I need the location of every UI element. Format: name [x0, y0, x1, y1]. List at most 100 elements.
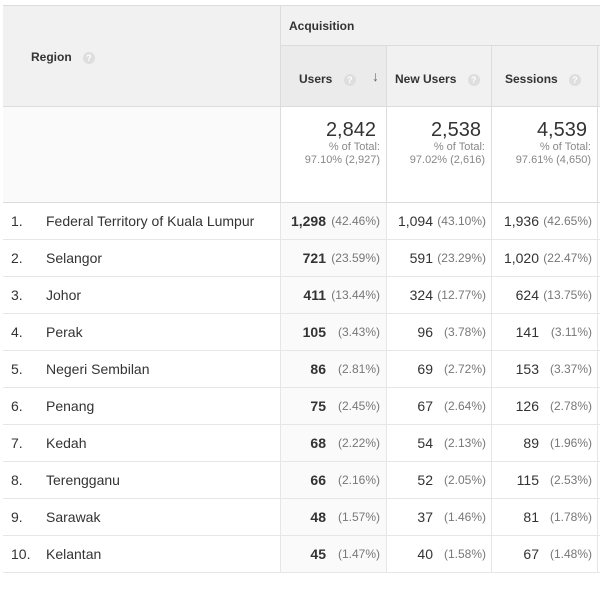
sessions-percent: (1.48%) [549, 547, 592, 561]
new-users-percent: (23.29%) [437, 251, 486, 265]
sort-descending-icon[interactable]: ↓ [372, 68, 379, 84]
next-column-edge [597, 388, 600, 424]
table-row: 4. Perak 105 (3.43%) 96 (3.78%) 141 (3.11%) [3, 314, 600, 351]
new-users-percent: (3.78%) [443, 325, 486, 339]
new-users-percent: (12.77%) [437, 288, 486, 302]
table-row: 10. Kelantan 45 (1.47%) 40 (1.58%) 67 (1.48%) [3, 536, 600, 573]
next-column-edge [597, 425, 600, 461]
help-icon[interactable]: ? [569, 73, 582, 86]
row-index: 6. [11, 398, 23, 414]
sessions-cell: 624 (13.75%) [491, 277, 597, 313]
next-column-edge [597, 499, 600, 535]
region-header-label: Region ? [31, 50, 96, 64]
row-index: 3. [11, 287, 23, 303]
new-users-cell: 40 (1.58%) [386, 536, 491, 572]
sessions-cell: 1,936 (42.65%) [491, 203, 597, 239]
users-total-detail: 97.10% (2,927) [304, 154, 380, 166]
region-link[interactable]: Kedah [46, 435, 87, 451]
sessions-value: 153 [515, 361, 539, 377]
next-column-edge [597, 203, 600, 239]
help-icon[interactable]: ? [343, 73, 356, 86]
region-link[interactable]: Federal Territory of Kuala Lumpur [46, 213, 255, 229]
new-users-percent: (1.46%) [443, 510, 486, 524]
users-cell: 68 (2.22%) [280, 425, 386, 461]
help-icon[interactable]: ? [467, 73, 480, 86]
new-users-header-label: New Users ? [395, 72, 480, 86]
new-users-cell: 52 (2.05%) [386, 462, 491, 498]
acquisition-group-header: Acquisition [280, 6, 600, 46]
users-percent: (1.57%) [337, 510, 380, 524]
new-users-cell: 69 (2.72%) [386, 351, 491, 387]
sessions-value: 89 [523, 435, 539, 451]
sessions-total-cell: 4,539 % of Total: 97.61% (4,650) [491, 107, 597, 202]
sessions-percent: (3.37%) [549, 362, 592, 376]
table-header: Region ? Acquisition Users ? ↓ New Users… [3, 5, 600, 107]
new-users-value: 96 [417, 324, 433, 340]
table-row: 9. Sarawak 48 (1.57%) 37 (1.46%) 81 (1.78%) [3, 499, 600, 536]
users-cell: 721 (23.59%) [280, 240, 386, 276]
region-report-table: Region ? Acquisition Users ? ↓ New Users… [3, 5, 600, 577]
new-users-value: 69 [417, 361, 433, 377]
users-cell: 45 (1.47%) [280, 536, 386, 572]
new-users-total-label: % of Total: [433, 141, 485, 153]
sessions-value: 67 [523, 546, 539, 562]
region-link[interactable]: Perak [46, 324, 83, 340]
region-link[interactable]: Johor [46, 287, 82, 303]
region-link[interactable]: Penang [46, 398, 95, 414]
new-users-value: 1,094 [397, 213, 433, 229]
users-value: 68 [310, 435, 326, 451]
sessions-percent: (42.65%) [543, 214, 592, 228]
users-header-label: Users ? [299, 72, 356, 86]
users-percent: (2.81%) [337, 362, 380, 376]
row-index: 5. [11, 361, 23, 377]
table-row: 2. Selangor 721 (23.59%) 591 (23.29%) 1,020 (22… [3, 240, 600, 277]
new-users-cell: 54 (2.13%) [386, 425, 491, 461]
users-value: 75 [310, 398, 326, 414]
new-users-value: 52 [417, 472, 433, 488]
users-value: 48 [310, 509, 326, 525]
new-users-value: 324 [409, 287, 433, 303]
users-column-header[interactable]: Users ? ↓ [280, 46, 386, 106]
users-percent: (3.43%) [337, 325, 380, 339]
sessions-value: 81 [523, 509, 539, 525]
new-users-total-detail: 97.02% (2,616) [409, 154, 485, 166]
users-value: 411 [303, 287, 326, 303]
help-icon[interactable]: ? [83, 51, 96, 64]
region-link[interactable]: Selangor [46, 250, 103, 266]
region-link[interactable]: Negeri Sembilan [46, 361, 150, 377]
users-value: 1,298 [290, 213, 326, 229]
users-percent: (2.45%) [337, 399, 380, 413]
new-users-percent: (2.64%) [443, 399, 486, 413]
region-link[interactable]: Sarawak [46, 509, 101, 525]
table-row: 6. Penang 75 (2.45%) 67 (2.64%) 126 (2.78%) [3, 388, 600, 425]
users-cell: 86 (2.81%) [280, 351, 386, 387]
row-index: 1. [11, 213, 23, 229]
sessions-value: 1,936 [503, 213, 539, 229]
new-users-value: 54 [417, 435, 433, 451]
next-column-edge [597, 277, 600, 313]
sessions-value: 624 [515, 287, 539, 303]
users-total-cell: 2,842 % of Total: 97.10% (2,927) [280, 107, 386, 202]
new-users-cell: 324 (12.77%) [386, 277, 491, 313]
region-link[interactable]: Kelantan [46, 546, 102, 562]
sessions-percent: (1.78%) [549, 510, 592, 524]
users-cell: 411 (13.44%) [280, 277, 386, 313]
users-cell: 48 (1.57%) [280, 499, 386, 535]
users-percent: (1.47%) [337, 547, 380, 561]
users-percent: (23.59%) [331, 251, 380, 265]
region-column-header[interactable]: Region ? [3, 6, 280, 106]
region-link[interactable]: Terengganu [46, 472, 120, 488]
sessions-column-header[interactable]: Sessions ? [491, 46, 597, 106]
sessions-percent: (2.53%) [549, 473, 592, 487]
next-column-header-edge [597, 46, 600, 106]
sessions-cell: 126 (2.78%) [491, 388, 597, 424]
users-percent: (42.46%) [331, 214, 380, 228]
new-users-header-text: New Users [395, 72, 457, 86]
new-users-total-value: 2,538 [430, 119, 481, 141]
users-total-label: % of Total: [328, 141, 380, 153]
sessions-total-detail: 97.61% (4,650) [515, 154, 591, 166]
new-users-value: 37 [417, 509, 433, 525]
users-percent: (2.22%) [337, 436, 380, 450]
users-cell: 75 (2.45%) [280, 388, 386, 424]
new-users-column-header[interactable]: New Users ? [386, 46, 491, 106]
